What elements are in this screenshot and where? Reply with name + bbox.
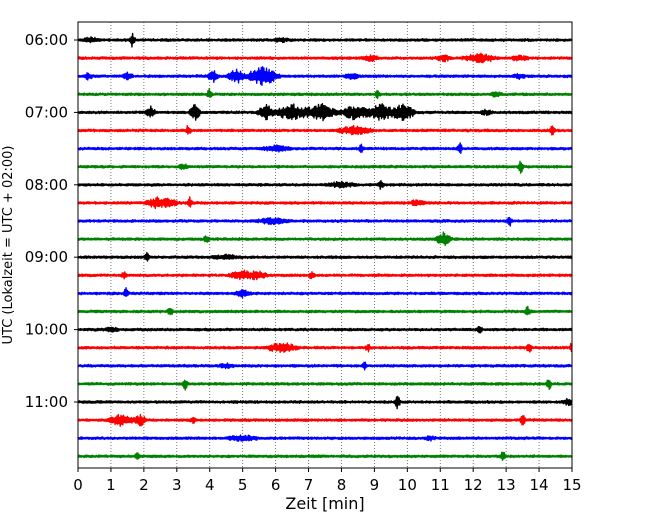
x-tick-label-2: 2 xyxy=(139,476,149,494)
grid-lines xyxy=(110,22,540,468)
trace-0745 xyxy=(77,160,573,174)
x-tick-label-13: 13 xyxy=(497,476,516,494)
y-axis-label: UTC (Lokalzeit = UTC + 02:00) xyxy=(1,146,16,345)
trace-1145 xyxy=(77,451,573,461)
x-tick-label-11: 11 xyxy=(431,476,450,494)
trace-0915 xyxy=(77,269,573,281)
trace-1015 xyxy=(77,342,573,353)
trace-0730 xyxy=(77,142,573,154)
x-tick-label-3: 3 xyxy=(172,476,182,494)
x-axis-label: Zeit [min] xyxy=(285,494,364,513)
trace-1045 xyxy=(77,379,573,391)
trace-0700 xyxy=(77,102,573,122)
plot-frame xyxy=(77,21,573,469)
trace-0930 xyxy=(77,287,573,299)
y-tick-label-07:00: 07:00 xyxy=(25,103,68,121)
x-tick-label-5: 5 xyxy=(238,476,248,494)
trace-1030 xyxy=(77,361,573,371)
trace-lines xyxy=(77,32,573,461)
y-tick-label-09:00: 09:00 xyxy=(25,248,68,266)
trace-0630 xyxy=(77,66,573,87)
x-tick-label-12: 12 xyxy=(464,476,483,494)
x-tick-label-6: 6 xyxy=(271,476,281,494)
x-tick-label-7: 7 xyxy=(304,476,314,494)
x-tick-label-9: 9 xyxy=(370,476,380,494)
x-tick-label-14: 14 xyxy=(530,476,549,494)
trace-0945 xyxy=(77,305,573,316)
trace-0600 xyxy=(77,32,573,48)
x-tick-label-0: 0 xyxy=(73,476,83,494)
y-tick-label-08:00: 08:00 xyxy=(25,176,68,194)
y-tick-label-10:00: 10:00 xyxy=(25,321,68,339)
trace-0615 xyxy=(77,52,573,64)
trace-0715 xyxy=(77,124,573,136)
trace-0645 xyxy=(77,87,573,99)
trace-0845 xyxy=(77,231,573,247)
y-axis-ticks: 06:00 07:00 08:00 09:00 10:00 11:00 xyxy=(25,31,78,411)
trace-1100 xyxy=(77,395,573,410)
x-tick-label-10: 10 xyxy=(398,476,417,494)
trace-0900 xyxy=(77,251,573,262)
x-tick-label-4: 4 xyxy=(205,476,215,494)
y-tick-label-11:00: 11:00 xyxy=(25,393,68,411)
x-tick-label-15: 15 xyxy=(562,476,581,494)
x-tick-label-1: 1 xyxy=(106,476,116,494)
trace-1000 xyxy=(77,325,573,334)
trace-0800 xyxy=(77,179,573,190)
trace-1130 xyxy=(77,434,573,442)
trace-1115 xyxy=(77,413,573,427)
x-tick-label-8: 8 xyxy=(337,476,347,494)
trace-0830 xyxy=(77,216,573,227)
trace-0815 xyxy=(77,196,573,210)
y-tick-label-06:00: 06:00 xyxy=(25,31,68,49)
x-axis-ticks: 0 1 2 3 4 5 6 7 8 9 10 11 12 13 14 15 xyxy=(73,468,582,494)
